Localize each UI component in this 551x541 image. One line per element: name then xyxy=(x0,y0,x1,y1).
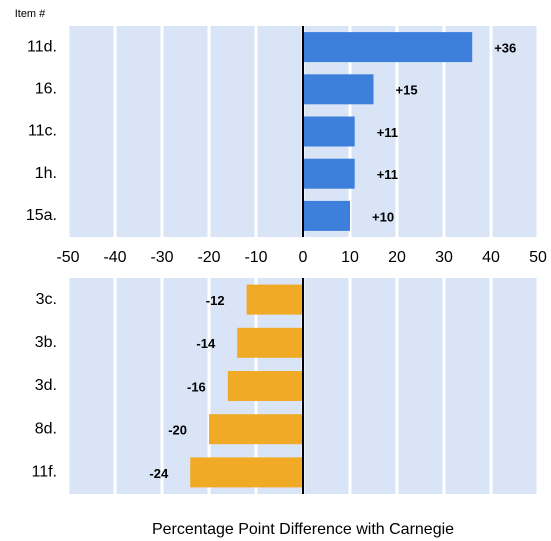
data-label: +36 xyxy=(494,41,516,56)
bar xyxy=(303,116,355,147)
bar xyxy=(190,457,303,488)
x-tick-label: 50 xyxy=(529,249,547,266)
x-tick-label: 40 xyxy=(482,249,500,266)
data-label: +11 xyxy=(377,167,398,182)
bar xyxy=(303,74,374,105)
y-tick-label: 3d. xyxy=(35,377,57,394)
y-tick-label: 3b. xyxy=(35,334,57,351)
x-tick-label: 20 xyxy=(388,249,406,266)
data-label: -14 xyxy=(196,336,216,351)
x-tick-label: 10 xyxy=(341,249,359,266)
data-label: +10 xyxy=(372,209,394,224)
bar xyxy=(303,200,350,231)
data-label: +11 xyxy=(377,125,398,140)
y-tick-label: 16. xyxy=(35,81,57,98)
bar xyxy=(303,32,473,63)
x-axis-label: Percentage Point Difference with Carnegi… xyxy=(152,521,454,538)
x-tick-label: -30 xyxy=(150,249,173,266)
y-tick-label: 11c. xyxy=(28,123,57,140)
data-label: -16 xyxy=(187,379,206,394)
y-tick-label: 1h. xyxy=(35,165,57,182)
x-tick-label: -50 xyxy=(56,249,79,266)
data-label: -12 xyxy=(206,293,225,308)
y-tick-label: 11d. xyxy=(27,38,57,55)
x-tick-label: -20 xyxy=(197,249,220,266)
bar xyxy=(246,284,303,315)
data-label: -24 xyxy=(149,466,169,481)
y-tick-label: 3c. xyxy=(36,291,57,308)
x-tick-label: -40 xyxy=(103,249,126,266)
data-label: +15 xyxy=(396,83,418,98)
bar xyxy=(209,414,303,445)
bar xyxy=(303,158,355,189)
x-tick-label: 30 xyxy=(435,249,453,266)
y-tick-label: 8d. xyxy=(35,420,57,437)
y-axis-label: Item # xyxy=(15,8,46,20)
bar xyxy=(227,371,303,401)
bar xyxy=(237,327,303,358)
y-tick-label: 11f. xyxy=(32,464,58,481)
x-tick-label: -10 xyxy=(244,249,267,266)
x-tick-label: 0 xyxy=(299,249,308,266)
y-tick-label: 15a. xyxy=(26,207,57,224)
data-label: -20 xyxy=(168,423,187,438)
